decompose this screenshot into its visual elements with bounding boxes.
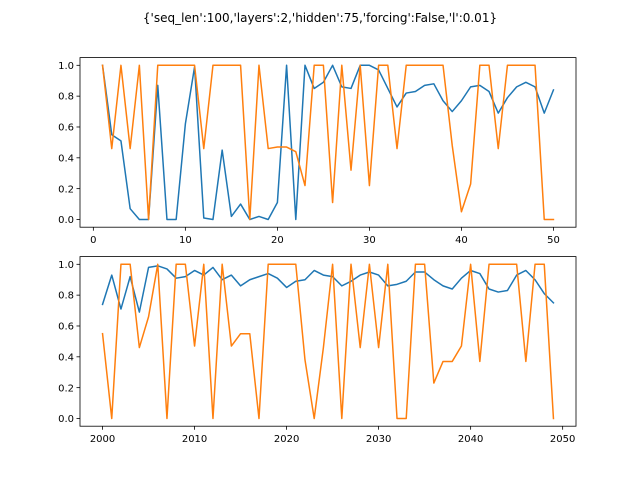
x-tick-label: 30 — [363, 235, 376, 246]
y-tick-label: 0.6 — [58, 123, 74, 134]
y-tick-label: 0.2 — [58, 184, 74, 195]
y-tick-label: 0.4 — [58, 352, 74, 363]
x-tick-label: 20 — [271, 235, 284, 246]
x-tick-label: 50 — [547, 235, 560, 246]
top-axes: 0 10 20 30 40 50 0.0 0.2 0.4 0.6 0.8 1.0 — [58, 57, 577, 246]
y-tick-label: 1.0 — [58, 260, 74, 271]
x-tick-label: 2030 — [366, 434, 391, 445]
y-tick-label: 0.0 — [58, 414, 74, 425]
y-tick-label: 0.6 — [58, 322, 74, 333]
x-tick-label: 40 — [455, 235, 468, 246]
series-line-1 — [101, 64, 555, 221]
bottom-axes: 2000 2010 2020 2030 2040 2050 0.0 0.2 0.4 0.6 0.8 1… — [58, 256, 577, 445]
y-tick-label: 0.8 — [58, 291, 74, 302]
x-tick-label: 2000 — [90, 434, 115, 445]
x-tick-label: 0 — [90, 235, 96, 246]
y-tick-label: 0.2 — [58, 383, 74, 394]
x-tick-label: 2040 — [458, 434, 483, 445]
axes-frame — [79, 57, 577, 228]
series-line-1 — [101, 263, 555, 420]
series-line-0 — [101, 265, 555, 313]
x-tick-label: 2050 — [550, 434, 575, 445]
y-tick-label: 0.4 — [58, 153, 74, 164]
y-tick-label: 0.0 — [58, 215, 74, 226]
x-tick-label: 2010 — [182, 434, 207, 445]
x-tick-label: 2020 — [274, 434, 299, 445]
y-tick-label: 0.8 — [58, 92, 74, 103]
y-tick-label: 1.0 — [58, 61, 74, 72]
axes-frame — [79, 256, 577, 427]
x-tick-label: 10 — [179, 235, 192, 246]
figure-title: {'seq_len':100,'layers':2,'hidden':75,'f… — [143, 11, 497, 25]
